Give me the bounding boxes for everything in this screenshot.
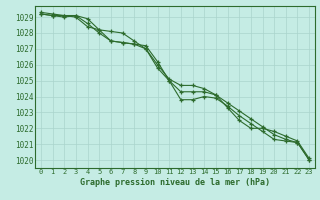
X-axis label: Graphe pression niveau de la mer (hPa): Graphe pression niveau de la mer (hPa): [80, 178, 270, 187]
